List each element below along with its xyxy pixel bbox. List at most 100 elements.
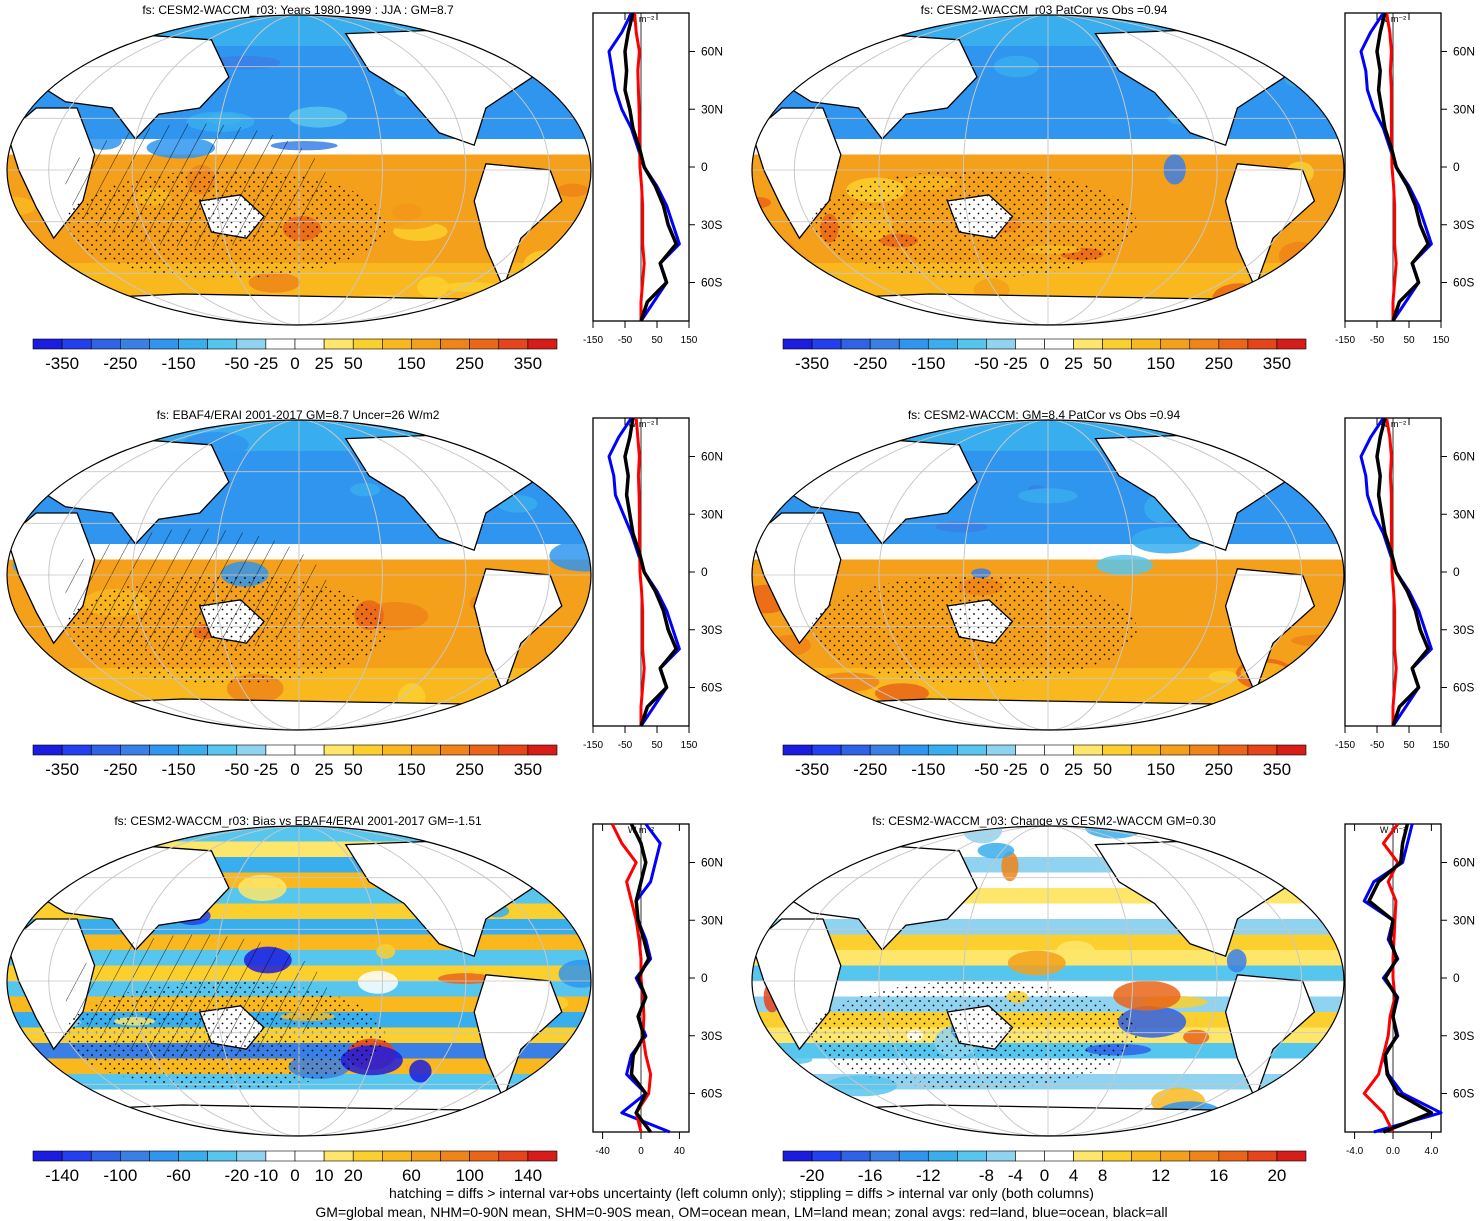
land-s-america <box>473 568 563 695</box>
colorbar-cell <box>207 1150 238 1162</box>
zonal-lat-label: 30N <box>701 507 723 521</box>
colorbar-label: 250 <box>455 760 483 779</box>
graticule-lon <box>793 15 1303 325</box>
footer-line-2: GM=global mean, NHM=0-90N mean, SHM=0-90… <box>315 1204 1168 1220</box>
zonal-lat-label: 30N <box>1453 102 1475 116</box>
colorbar-cell <box>178 338 208 350</box>
panel-5: fs: CESM2-WACCM_r03: Bias vs EBAF4/ERAI … <box>6 814 723 1185</box>
field-blob <box>874 683 929 704</box>
field-blob <box>409 1059 432 1083</box>
colorbar-label: -250 <box>103 760 137 779</box>
panel-3: fs: EBAF4/ERAI 2001-2017 GM=8.7 Uncer=26… <box>6 408 723 779</box>
field-blob <box>1232 313 1292 325</box>
colorbar-cell <box>1218 744 1249 756</box>
colorbar-cell <box>294 744 325 756</box>
colorbar-label: -12 <box>916 1166 941 1185</box>
colorbar-label: 60 <box>402 1166 421 1185</box>
field-blob <box>1226 949 1247 973</box>
colorbar-cell <box>811 744 842 756</box>
field-blob <box>208 55 281 70</box>
zonal-panel: W m⁻² 60N 30N 0 30S 60S -150 -50 50 150 <box>1335 417 1475 751</box>
colorbar-cell <box>1247 338 1278 350</box>
colorbar-cell <box>1044 744 1074 756</box>
colorbar-cell <box>207 744 238 756</box>
colorbar-label: 250 <box>1205 760 1233 779</box>
colorbar-label: 350 <box>1263 354 1291 373</box>
colorbar-cell <box>1247 744 1278 756</box>
colorbar-cell <box>61 1150 92 1162</box>
hatching <box>65 934 329 1059</box>
panel-title: fs: CESM2-WACCM_r03 PatCor vs Obs =0.94 <box>921 3 1168 17</box>
land-s-america <box>1224 163 1316 290</box>
zonal-unit: W m⁻² <box>1380 419 1406 429</box>
colorbar-cell <box>1160 1150 1191 1162</box>
colorbar-cell <box>440 1150 470 1162</box>
colorbar-cell <box>1102 338 1132 350</box>
field-blob <box>390 575 455 597</box>
zonal-x-label: 50 <box>651 740 663 751</box>
colorbar-cell <box>811 1150 842 1162</box>
colorbar-cell <box>1131 744 1162 756</box>
colorbar-label: -25 <box>254 354 279 373</box>
colorbar-cell <box>90 338 121 350</box>
colorbar-label: 25 <box>1064 760 1083 779</box>
colorbar-cell <box>440 338 470 350</box>
graticule-lon <box>48 826 550 1136</box>
field-blob <box>350 483 381 497</box>
zonal-x-label: 50 <box>1403 335 1415 346</box>
zonal-panel: W m⁻² 60N 30N 0 30S 60S -150 -50 50 150 <box>1335 12 1475 346</box>
field-blob <box>757 1054 813 1065</box>
colorbar-cell <box>149 1150 179 1162</box>
colorbar-label: 0 <box>1040 1166 1049 1185</box>
colorbar: -350 -250 -150 -50 -25 0 25 50 150 250 350 <box>782 744 1307 779</box>
zonal-x-label: 0.0 <box>1386 1146 1400 1157</box>
graticule-lon <box>963 15 1133 325</box>
graticule-lon <box>215 420 383 730</box>
zonal-lat-label: 60N <box>1453 450 1475 464</box>
colorbar: -350 -250 -150 -50 -25 0 25 50 150 250 350 <box>782 338 1307 373</box>
colorbar-label: -60 <box>166 1166 191 1185</box>
zonal-series-ocean <box>620 823 671 1134</box>
map <box>752 826 1344 1136</box>
zonal-lat-label: 60S <box>1453 681 1474 695</box>
field-blob <box>793 837 817 851</box>
colorbar-label: -100 <box>103 1166 137 1185</box>
zonal-panel: W m⁻² 60N 30N 0 30S 60S -150 -50 50 150 <box>583 12 723 346</box>
stippling <box>811 981 1137 1090</box>
zonal-lat-label: 60S <box>701 1087 722 1101</box>
field-blob <box>1183 1029 1210 1045</box>
zonal-x-label: 150 <box>681 335 698 346</box>
colorbar-label: -4 <box>1008 1166 1023 1185</box>
zonal-x-label: 150 <box>681 740 698 751</box>
colorbar-cell <box>1073 744 1103 756</box>
colorbar-cell <box>1102 1150 1132 1162</box>
colorbar-cell <box>352 1150 383 1162</box>
colorbar-label: -150 <box>162 760 196 779</box>
colorbar-label: 50 <box>1093 354 1112 373</box>
field-blob <box>165 1126 188 1136</box>
panel-title: fs: EBAF4/ERAI 2001-2017 GM=8.7 Uncer=26… <box>157 408 440 422</box>
zonal-series-land <box>1362 823 1400 1133</box>
map-border <box>6 419 592 731</box>
zonal-unit: W m⁻² <box>1380 14 1406 24</box>
footer-line-1: hatching = diffs > internal var+obs unce… <box>389 1185 1094 1201</box>
colorbar-cell <box>90 744 121 756</box>
graticule-lon <box>878 826 1218 1136</box>
map-border <box>751 825 1345 1137</box>
zonal-x-label: 0 <box>638 1146 644 1157</box>
colorbar-label: 20 <box>344 1166 363 1185</box>
colorbar-cell <box>498 1150 529 1162</box>
zonal-series-land <box>633 12 646 321</box>
colorbar-label: -50 <box>974 760 999 779</box>
field-blob <box>752 15 766 24</box>
colorbar-cell <box>207 338 238 350</box>
zonal-x-label: 150 <box>1433 335 1450 346</box>
field-blob <box>512 274 579 305</box>
panel-2: fs: CESM2-WACCM_r03 PatCor vs Obs =0.94 -… <box>751 3 1475 373</box>
colorbar-cell <box>1247 1150 1278 1162</box>
colorbar-cell <box>61 338 92 350</box>
colorbar-cell <box>1218 1150 1249 1162</box>
zonal-x-label: 150 <box>1433 740 1450 751</box>
colorbar-label: -250 <box>103 354 137 373</box>
colorbar-cell <box>236 1150 267 1162</box>
